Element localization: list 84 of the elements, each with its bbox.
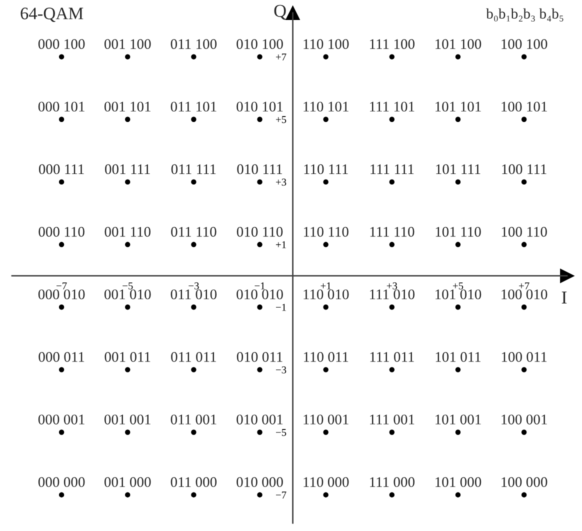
y-tick-label: −3	[276, 366, 286, 374]
annotation: 010 001	[236, 414, 283, 424]
y-axis-title: Q	[274, 4, 286, 20]
annotation: 110 100	[304, 39, 349, 49]
annotation: 110 110	[304, 226, 348, 237]
annotation: 111 110	[370, 226, 414, 237]
annotation: 110 000	[304, 477, 349, 488]
annotation: 000 101	[38, 102, 84, 112]
annotation: 100 000	[502, 477, 548, 488]
annotation: 110 010	[304, 289, 349, 300]
annotation: 001 111	[105, 164, 150, 174]
annotation: 100 101	[502, 102, 547, 112]
x-tick-label: +5	[452, 282, 464, 290]
annotation: 100 010	[502, 289, 548, 300]
annotation: 000 001	[38, 414, 84, 424]
annotation: 010 111	[237, 164, 282, 174]
annotation: 111 001	[370, 414, 414, 424]
annotation: 101 100	[436, 39, 482, 49]
x-tick-label: +1	[320, 282, 331, 290]
annotation: 001 101	[104, 102, 150, 112]
annotation: 101 011	[436, 352, 481, 362]
annotation: 011 100	[170, 39, 217, 49]
annotation: 110 011	[304, 352, 348, 362]
annotation: 110 101	[304, 102, 348, 112]
annotation: 010 000	[236, 477, 283, 488]
annotation: 011 010	[170, 289, 217, 300]
annotation: 101 000	[436, 477, 482, 488]
annotation: 101 101	[436, 102, 481, 112]
x-tick-label: −1	[254, 282, 265, 290]
annotation: 001 010	[104, 289, 151, 300]
annotation: 111 111	[370, 164, 414, 174]
annotation: 110 001	[304, 414, 348, 424]
y-tick-label: −7	[276, 492, 286, 498]
annotation: 011 000	[170, 477, 217, 488]
annotation: 111 100	[370, 39, 415, 49]
annotation: 110 111	[304, 164, 348, 174]
annotation: 001 100	[104, 39, 151, 49]
annotation: 111 101	[370, 102, 414, 112]
annotation: 100 001	[502, 414, 547, 424]
annotation: 101 010	[436, 289, 482, 300]
annotation: 000 100	[38, 39, 85, 49]
annotation: 011 110	[171, 226, 216, 237]
annotation: 001 011	[104, 352, 150, 362]
annotation: 001 110	[104, 226, 150, 237]
annotation: 010 100	[236, 39, 283, 49]
annotation: 111 000	[370, 477, 415, 488]
y-tick-label: +1	[276, 241, 286, 248]
x-axis-title: I	[562, 292, 567, 304]
y-tick-label: +5	[276, 116, 286, 124]
x-tick-label: +3	[386, 282, 398, 290]
y-tick-label: +7	[276, 54, 286, 60]
annotation: 000 110	[38, 226, 84, 237]
annotation: 111 011	[370, 352, 414, 362]
annotation: 010 110	[236, 226, 283, 237]
y-tick-label: +3	[276, 178, 286, 186]
annotation: 010 010	[236, 289, 283, 300]
annotation: 100 111	[502, 164, 546, 174]
annotation: 011 011	[171, 352, 216, 362]
annotation: 010 011	[236, 352, 282, 362]
annotation: 100 011	[502, 352, 547, 362]
annotation: 101 111	[436, 164, 480, 174]
y-tick-label: −5	[276, 429, 286, 436]
annotation: 001 000	[104, 477, 151, 488]
x-tick-label: +7	[519, 282, 530, 290]
annotation: 111 010	[370, 289, 415, 300]
x-tick-label: −5	[122, 282, 133, 290]
annotation: 011 001	[170, 414, 216, 424]
chart-title: 64-QAM	[20, 8, 84, 22]
annotation: 000 000	[38, 477, 85, 488]
annotation: 100 100	[502, 39, 548, 49]
y-tick-label: −1	[276, 304, 286, 311]
annotation: 000 011	[38, 352, 84, 362]
annotation: 001 001	[104, 414, 150, 424]
annotation: 101 110	[436, 226, 481, 237]
annotation: b₀b₁b₂b₃ b₄b₅	[486, 8, 564, 22]
annotation: 011 101	[170, 102, 216, 112]
annotation: 010 101	[236, 102, 283, 112]
annotation: 000 010	[38, 289, 85, 300]
annotation: 011 111	[171, 164, 216, 174]
annotation: 000 111	[38, 164, 84, 174]
x-tick-label: −7	[56, 282, 67, 290]
annotation: 101 001	[436, 414, 481, 424]
x-tick-label: −3	[188, 282, 199, 290]
annotation: 100 110	[502, 226, 547, 237]
